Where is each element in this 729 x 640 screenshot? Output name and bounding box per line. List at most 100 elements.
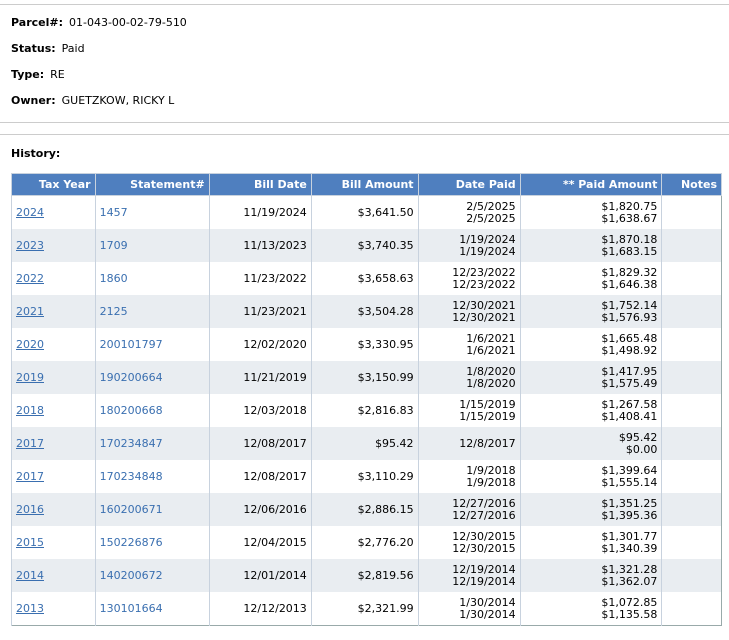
- cell: $1,072.85 $1,135.58: [519, 592, 662, 626]
- tax-year-link[interactable]: 2018: [16, 403, 44, 417]
- date-paid: 1/19/2024: [459, 232, 516, 246]
- paid-amount: $1,340.39: [601, 541, 658, 555]
- statement-link[interactable]: 1709: [99, 238, 128, 252]
- paid-amount: $1,408.41: [601, 409, 658, 423]
- table-row: 2019 190200664 11/21/2019 $3,150.99 1/8/2020…: [11, 361, 722, 394]
- column-header: ** Paid Amount: [519, 173, 663, 196]
- table-row: 2017 170234848 12/08/2017 $3,110.29 1/9/2018…: [11, 460, 722, 493]
- cell: 200101797: [94, 328, 210, 361]
- paid-amount: $1,362.07: [601, 574, 658, 588]
- cell: 1709: [94, 229, 210, 262]
- bill-date: 11/13/2023: [208, 229, 312, 262]
- statement-link[interactable]: 1860: [99, 271, 128, 285]
- paid-amount: $1,267.58: [601, 397, 658, 411]
- cell: 1457: [94, 195, 210, 229]
- statement-link[interactable]: 200101797: [99, 337, 163, 351]
- notes: [661, 229, 722, 262]
- statement-link[interactable]: 160200671: [99, 502, 163, 516]
- tax-year-link[interactable]: 2020: [16, 337, 44, 351]
- paid-amount: $1,870.18: [601, 232, 658, 246]
- bill-amount: $2,321.99: [310, 592, 419, 626]
- notes: [661, 195, 722, 229]
- cell: 2014: [11, 559, 96, 592]
- statement-link[interactable]: 130101664: [99, 601, 163, 615]
- paid-amount: $1,820.75: [601, 199, 658, 213]
- tax-year-link[interactable]: 2013: [16, 601, 44, 615]
- tax-year-link[interactable]: 2017: [16, 469, 44, 483]
- table-row: 2024 1457 11/19/2024 $3,641.50 2/5/2025 2/5/2…: [11, 195, 722, 229]
- table-row: 2018 180200668 12/03/2018 $2,816.83 1/15/201…: [11, 394, 722, 427]
- cell: $1,870.18 $1,683.15: [519, 229, 662, 262]
- date-paid: 12/23/2022: [452, 265, 516, 279]
- bill-date: 12/04/2015: [208, 526, 312, 559]
- cell: 12/30/2015 12/30/2015: [417, 526, 521, 559]
- statement-link[interactable]: 140200672: [99, 568, 163, 582]
- tax-year-link[interactable]: 2022: [16, 271, 44, 285]
- bill-date: 11/19/2024: [208, 195, 312, 229]
- cell: 2022: [11, 262, 96, 295]
- column-header: Bill Amount: [310, 173, 419, 196]
- statement-link[interactable]: 180200668: [99, 403, 163, 417]
- history-label: History:: [11, 147, 61, 160]
- bill-date: 12/06/2016: [208, 493, 312, 526]
- tax-year-link[interactable]: 2023: [16, 238, 44, 252]
- paid-amount: $1,351.25: [601, 496, 658, 510]
- cell: 12/30/2021 12/30/2021: [417, 295, 521, 328]
- table-row: 2014 140200672 12/01/2014 $2,819.56 12/19/20…: [11, 559, 722, 592]
- paid-amount: $1,646.38: [601, 277, 658, 291]
- cell: $1,820.75 $1,638.67: [519, 195, 662, 229]
- cell: 140200672: [94, 559, 210, 592]
- cell: 2019: [11, 361, 96, 394]
- paid-amount: $1,395.36: [601, 508, 658, 522]
- statement-link[interactable]: 170234848: [99, 469, 163, 483]
- bill-date: 12/08/2017: [208, 460, 312, 493]
- paid-amount: $1,417.95: [601, 364, 658, 378]
- bill-amount: $2,816.83: [310, 394, 419, 427]
- statement-link[interactable]: 190200664: [99, 370, 163, 384]
- paid-amount: $1,135.58: [601, 607, 658, 621]
- date-paid: 1/6/2021: [466, 331, 516, 345]
- cell: 2017: [11, 427, 96, 460]
- paid-amount: $1,399.64: [601, 463, 658, 477]
- cell: 2013: [11, 592, 96, 626]
- date-paid: 1/15/2019: [459, 409, 516, 423]
- bill-date: 12/03/2018: [208, 394, 312, 427]
- date-paid: 12/30/2015: [452, 541, 516, 555]
- statement-link[interactable]: 170234847: [99, 436, 163, 450]
- date-paid: 12/8/2017: [459, 436, 516, 450]
- paid-amount: $1,321.28: [601, 562, 658, 576]
- divider: [0, 122, 729, 123]
- statement-link[interactable]: 2125: [99, 304, 128, 318]
- statement-link[interactable]: 1457: [99, 205, 128, 219]
- bill-amount: $2,886.15: [310, 493, 419, 526]
- cell: $1,351.25 $1,395.36: [519, 493, 662, 526]
- cell: 2018: [11, 394, 96, 427]
- table-row: 2022 1860 11/23/2022 $3,658.63 12/23/2022 12/…: [11, 262, 722, 295]
- bill-amount: $3,658.63: [310, 262, 419, 295]
- tax-year-link[interactable]: 2021: [16, 304, 44, 318]
- cell: 2024: [11, 195, 96, 229]
- statement-link[interactable]: 150226876: [99, 535, 163, 549]
- bill-amount: $3,740.35: [310, 229, 419, 262]
- tax-year-link[interactable]: 2015: [16, 535, 44, 549]
- header-row: Tax Year Statement# Bill Date Bill Amount Da…: [11, 173, 722, 196]
- tax-year-link[interactable]: 2019: [16, 370, 44, 384]
- date-paid: 2/5/2025: [466, 199, 516, 213]
- tax-year-link[interactable]: 2014: [16, 568, 44, 582]
- tax-year-link[interactable]: 2024: [16, 205, 44, 219]
- bill-amount: $3,641.50: [310, 195, 419, 229]
- field: Owner: GUETZKOW, RICKY L: [11, 94, 174, 108]
- bill-amount: $3,110.29: [310, 460, 419, 493]
- date-paid: 1/9/2018: [466, 475, 516, 489]
- cell: $1,665.48 $1,498.92: [519, 328, 662, 361]
- tax-year-link[interactable]: 2017: [16, 436, 44, 450]
- paid-amount: $1,683.15: [601, 244, 658, 258]
- bill-amount: $2,819.56: [310, 559, 419, 592]
- cell: $1,752.14 $1,576.93: [519, 295, 662, 328]
- field-value: RE: [50, 68, 65, 81]
- cell: $1,829.32 $1,646.38: [519, 262, 662, 295]
- date-paid: 12/30/2015: [452, 529, 516, 543]
- tax-year-link[interactable]: 2016: [16, 502, 44, 516]
- notes: [661, 394, 722, 427]
